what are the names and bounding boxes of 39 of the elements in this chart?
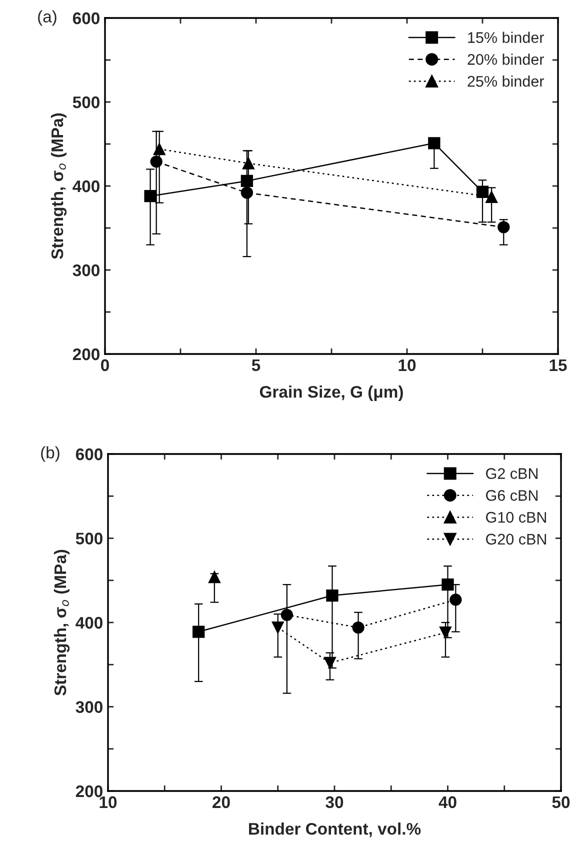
x-axis-title: Grain Size, G (μm) <box>260 386 403 402</box>
legend-label: 15% binder <box>468 32 544 43</box>
point <box>280 608 294 621</box>
x-tick-label: 40 <box>438 796 456 808</box>
legend-label: G20 cBN <box>486 534 546 545</box>
x-tick-label: 30 <box>326 796 344 808</box>
x-tick-label: 5 <box>252 359 260 372</box>
legend-label: G10 cBN <box>486 512 546 523</box>
legend-label: G2 cBN <box>486 468 538 479</box>
legend-label: 20% binder <box>468 54 544 65</box>
y-tick-label: 500 <box>72 96 100 108</box>
text: (b) <box>41 446 60 462</box>
x-tick-label: 15 <box>550 359 567 372</box>
legend-label: G6 cBN <box>486 490 538 501</box>
x-tick-label: 50 <box>552 796 570 808</box>
y-tick-label: 300 <box>72 264 100 276</box>
text: (a) <box>38 10 56 26</box>
y-tick-label: 600 <box>72 12 100 24</box>
legend-label: 25% binder <box>468 76 544 87</box>
y-tick-label: 600 <box>76 448 102 460</box>
x-tick-label: 10 <box>100 796 117 808</box>
point <box>192 626 205 638</box>
point <box>428 137 440 150</box>
y-tick-label: 200 <box>76 785 102 798</box>
y-axis-title: Strength, σ$_{o}$ (MPa) <box>50 113 67 260</box>
y-tick-label: 200 <box>72 348 100 360</box>
y-tick-label: 300 <box>76 701 102 713</box>
point <box>498 221 510 234</box>
y-tick-label: 400 <box>72 180 100 192</box>
y-tick-label: 500 <box>76 532 102 544</box>
x-tick-label: 0 <box>101 359 109 372</box>
y-tick-label: 400 <box>76 616 102 629</box>
x-axis-title: Binder Content, vol.% <box>249 822 421 838</box>
y-axis-title: Strength, σ$_{o}$ (MPa) <box>54 550 70 696</box>
x-tick-label: 20 <box>212 796 230 808</box>
x-tick-label: 10 <box>398 359 416 372</box>
point <box>326 589 338 602</box>
point <box>439 626 452 639</box>
point <box>208 570 221 584</box>
